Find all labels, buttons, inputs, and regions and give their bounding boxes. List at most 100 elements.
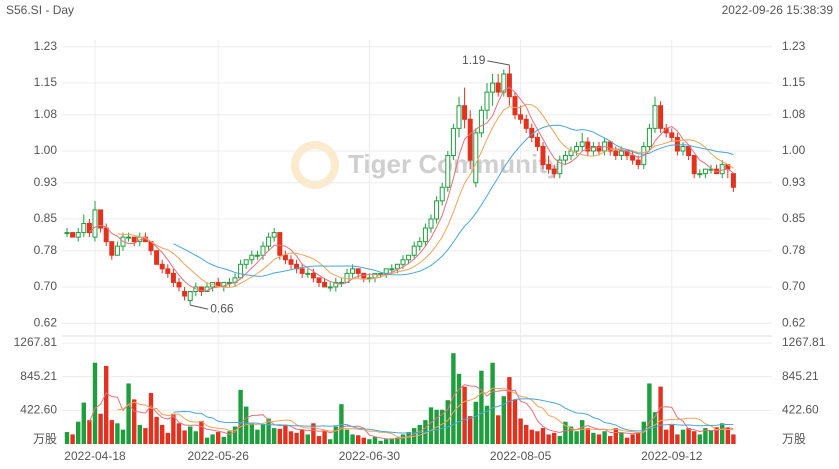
candle-body <box>75 232 81 238</box>
candle-body <box>159 263 165 270</box>
x-tick-label: 2022-09-12 <box>641 449 703 463</box>
volume-tick-label: 845.21 <box>20 369 57 383</box>
volume-bar <box>221 436 226 444</box>
volume-bar <box>126 383 131 444</box>
volume-bar <box>692 431 697 444</box>
y-tick-label: 1.15 <box>34 75 58 89</box>
y-tick-label: 1.23 <box>34 39 58 53</box>
candle-body <box>238 263 244 279</box>
volume-bar <box>507 377 512 444</box>
volume-bar <box>613 428 618 444</box>
candle-body <box>81 223 87 234</box>
volume-bar <box>512 399 518 444</box>
candle-body <box>613 150 619 157</box>
candle-body <box>462 105 468 120</box>
volume-bar <box>255 429 260 444</box>
volume-bar <box>546 434 551 444</box>
volume-bar <box>630 434 635 444</box>
volume-bar <box>266 418 271 444</box>
volume-bar <box>731 434 736 444</box>
volume-bar <box>328 439 333 444</box>
candle-body <box>92 209 98 238</box>
volume-bar <box>378 440 383 444</box>
volume-bar <box>87 420 92 444</box>
candle-body <box>114 245 120 256</box>
volume-bar <box>395 437 400 444</box>
candle-body <box>450 127 456 157</box>
volume-tick-label: 1267.81 <box>782 335 826 349</box>
candle-body <box>434 200 440 220</box>
candle-body <box>243 259 249 265</box>
candle-body <box>154 250 160 265</box>
volume-bar <box>277 428 282 444</box>
volume-bar <box>647 383 652 444</box>
volume-bar <box>490 362 495 444</box>
volume-bar <box>316 436 322 444</box>
candle-body <box>249 254 255 261</box>
volume-bar <box>372 436 378 444</box>
volume-bar <box>400 434 406 444</box>
timestamp: 2022-09-26 15:38:39 <box>722 3 834 17</box>
candle-body <box>590 145 596 152</box>
volume-bar <box>473 401 478 444</box>
candle-body <box>383 268 389 274</box>
price-ma <box>173 124 734 277</box>
candle-body <box>98 209 104 229</box>
volume-bar <box>104 365 109 444</box>
volume-bar <box>120 429 126 444</box>
y-tick-label: 1.23 <box>782 39 806 53</box>
volume-bar <box>98 413 103 444</box>
volume-bar <box>311 423 316 444</box>
volume-bar <box>552 432 557 444</box>
candle-body <box>635 159 641 166</box>
volume-bar <box>496 415 501 444</box>
volume-bar <box>720 423 725 444</box>
candle-body <box>473 132 479 184</box>
candle-body <box>680 145 686 152</box>
volume-bar <box>92 362 98 444</box>
volume-bar <box>288 431 294 444</box>
chart-title: S56.SI - Day <box>6 3 74 17</box>
candle-body <box>490 82 496 93</box>
candle-body <box>652 105 658 129</box>
x-tick-label: 2022-08-05 <box>490 449 552 463</box>
candle-body <box>226 281 232 284</box>
candle-body <box>282 254 288 261</box>
candle-body <box>428 218 434 229</box>
candle-body <box>70 232 76 238</box>
candle-body <box>669 132 675 138</box>
volume-bar <box>361 437 366 444</box>
volume-bar <box>535 431 540 444</box>
volume-bar <box>232 426 238 444</box>
x-tick-label: 2022-04-18 <box>64 449 126 463</box>
y-tick-label: 1.00 <box>34 143 58 157</box>
candle-body <box>299 268 305 274</box>
volume-bar <box>428 407 434 444</box>
price-ma <box>117 103 734 288</box>
volume-bar <box>115 423 120 444</box>
volume-bar <box>664 429 669 444</box>
volume-bar <box>216 432 221 444</box>
candle-body <box>400 259 406 265</box>
volume-bar <box>238 389 243 444</box>
y-tick-label: 0.70 <box>782 279 806 293</box>
volume-bar <box>669 424 674 444</box>
volume-bar <box>322 430 327 444</box>
volume-bar <box>524 424 529 444</box>
volume-bar <box>199 420 204 444</box>
price-ma <box>89 87 734 292</box>
candle-body <box>501 73 507 93</box>
annotation-label: 0.66 <box>210 301 234 315</box>
y-tick-label: 0.78 <box>782 243 806 257</box>
candle-body <box>422 227 428 243</box>
candle-body <box>445 155 451 188</box>
volume-bar <box>686 428 691 444</box>
candle-body <box>630 155 636 161</box>
candle-body <box>406 254 412 261</box>
candle-body <box>86 223 92 234</box>
volume-ma <box>173 398 734 434</box>
volume-bar <box>154 416 159 444</box>
volume-bar <box>568 426 574 444</box>
annotation-line <box>190 304 209 310</box>
candle-body <box>417 241 423 247</box>
